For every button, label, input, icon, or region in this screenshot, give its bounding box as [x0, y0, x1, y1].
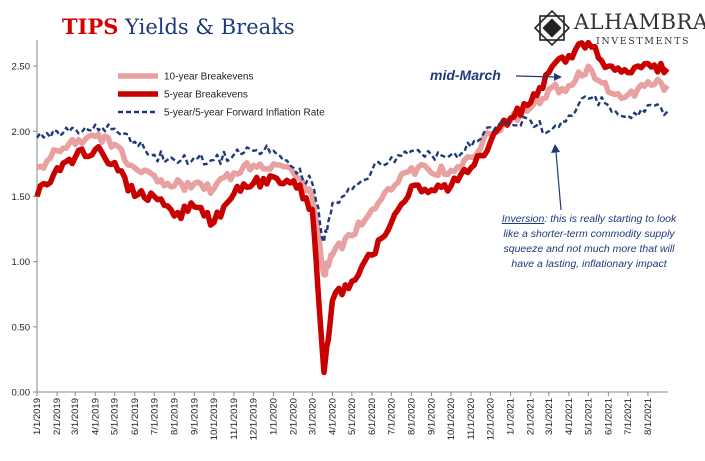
x-tick-label: 12/1/2020	[485, 398, 496, 440]
x-tick-label: 11/1/2019	[229, 398, 240, 440]
x-tick-label: 8/1/2021	[643, 398, 654, 435]
x-tick-label: 9/1/2019	[189, 398, 200, 435]
x-tick-label: 2/1/2019	[52, 398, 63, 435]
x-tick-label: 1/1/2019	[32, 398, 43, 435]
x-tick-label: 3/1/2020	[307, 398, 318, 435]
x-tick-label: 7/1/2021	[623, 398, 634, 435]
mid-march-label: mid-March	[430, 67, 501, 83]
x-tick-label: 3/1/2019	[70, 398, 81, 435]
x-tick-label: 2/1/2020	[289, 398, 300, 435]
x-tick-label: 4/1/2019	[90, 398, 101, 435]
x-tick-label: 1/1/2020	[268, 398, 279, 435]
x-tick-label: 4/1/2020	[327, 398, 338, 435]
chart-title: TIPS Yields & Breaks	[62, 14, 295, 39]
x-tick-label: 5/1/2021	[583, 398, 594, 435]
legend-label: 10-year Breakevens	[164, 72, 254, 83]
y-tick-label: 2.50	[12, 62, 31, 73]
series-line	[35, 63, 670, 278]
x-tick-label: 7/1/2019	[149, 398, 160, 435]
x-tick-label: 8/1/2020	[406, 398, 417, 435]
x-tick-label: 1/1/2021	[506, 398, 517, 435]
x-tick-label: 3/1/2021	[544, 398, 555, 435]
inversion-arrow	[555, 151, 562, 211]
legend: 10-year Breakevens 5-year Breakevens 5-yea…	[118, 72, 325, 119]
logo-sub: INVESTMENTS	[596, 36, 691, 47]
logo-brand: ALHAMBRA	[574, 10, 705, 34]
x-tick-label: 6/1/2021	[603, 398, 614, 435]
x-tick-label: 10/1/2020	[446, 398, 457, 440]
y-tick-label: 1.50	[12, 192, 31, 203]
y-tick-label: 0.00	[12, 388, 31, 399]
x-tick-label: 9/1/2020	[427, 398, 438, 435]
y-tick-label: 1.00	[12, 257, 31, 268]
alhambra-logo: ALHAMBRA INVESTMENTS	[532, 4, 705, 52]
chart-annotations: mid-March	[430, 67, 562, 211]
series-line	[34, 39, 670, 376]
x-tick-label: 10/1/2019	[209, 398, 220, 440]
series-layer	[34, 39, 670, 376]
x-tick-label: 4/1/2021	[564, 398, 575, 435]
legend-label: 5-year Breakevens	[164, 90, 248, 101]
title-tips: TIPS	[62, 14, 119, 39]
x-tick-label: 7/1/2020	[386, 398, 397, 435]
title-rest: Yields & Breaks	[125, 15, 295, 39]
inversion-text: : this is really starting to look like a…	[503, 213, 677, 270]
x-tick-label: 2/1/2021	[526, 398, 537, 435]
y-tick-label: 2.00	[12, 127, 31, 138]
x-tick-label: 11/1/2020	[466, 398, 477, 440]
inversion-label: Inversion	[501, 213, 545, 225]
inversion-arrowhead	[551, 144, 560, 153]
x-tick-label: 5/1/2019	[110, 398, 121, 435]
mid-march-arrow	[515, 75, 557, 78]
x-tick-label: 5/1/2020	[347, 398, 358, 435]
x-tick-label: 6/1/2020	[367, 398, 378, 435]
y-tick-label: 0.50	[12, 322, 31, 333]
x-tick-label: 6/1/2019	[130, 398, 141, 435]
axes: 0.00 0.50 1.00 1.50 2.00 2.50 1/1/2019 2/1/2019…	[12, 40, 668, 440]
mid-march-arrowhead	[554, 73, 562, 81]
series-line	[36, 94, 669, 244]
legend-label: 5-year/5-year Forward Inflation Rate	[164, 108, 325, 119]
logo-star-icon	[533, 9, 571, 47]
x-tick-label: 12/1/2019	[248, 398, 259, 440]
x-tick-label: 8/1/2019	[169, 398, 180, 435]
inversion-annotation: Inversion: this is really starting to lo…	[500, 212, 678, 272]
